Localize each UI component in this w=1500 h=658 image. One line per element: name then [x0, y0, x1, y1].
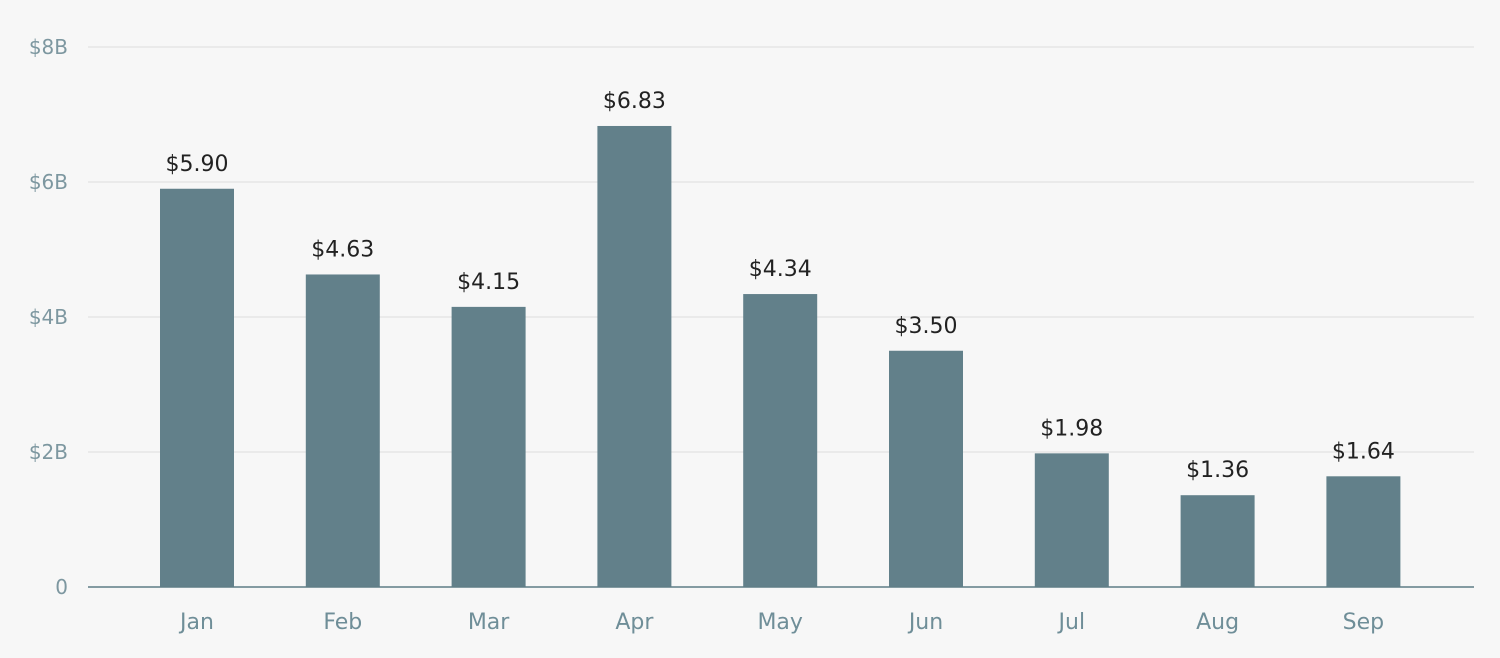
bar: [597, 125, 672, 587]
bar: [305, 274, 380, 587]
bar: [1034, 453, 1109, 587]
y-tick-label: $2B: [29, 440, 68, 464]
x-tick-label: Sep: [1343, 610, 1384, 635]
bar: [889, 350, 963, 587]
x-tick-label: Jun: [907, 610, 943, 635]
data-label: $4.34: [749, 257, 812, 282]
data-label: $3.50: [895, 314, 958, 339]
bar: [1180, 495, 1255, 587]
bar: [451, 306, 526, 587]
data-label: $4.63: [311, 237, 374, 262]
bar: [743, 294, 818, 587]
data-label: $1.64: [1332, 439, 1395, 464]
x-tick-label: Aug: [1196, 610, 1239, 635]
x-tick-label: Apr: [615, 610, 654, 635]
data-label: $4.15: [457, 270, 520, 295]
bar: [160, 188, 234, 587]
data-label: $5.90: [166, 152, 229, 177]
x-tick-label: Feb: [323, 610, 362, 635]
y-tick-label: $6B: [29, 170, 68, 194]
bars-layer: [160, 125, 1401, 587]
bar: [1326, 476, 1401, 587]
x-tick-label: Mar: [468, 610, 510, 635]
x-tick-label: May: [757, 610, 802, 635]
y-tick-label: 0: [55, 575, 68, 599]
x-tick-label: Jan: [178, 610, 214, 635]
data-label: $1.36: [1186, 458, 1249, 483]
data-label: $6.83: [603, 89, 666, 114]
y-tick-label: $8B: [29, 35, 68, 59]
x-tick-label: Jul: [1057, 610, 1086, 635]
labels-layer: 0 $2B $4B $6B $8B $5.90 Jan $4.63 Feb $4.15 Mar $6.…: [29, 35, 1395, 635]
data-label: $1.98: [1040, 416, 1103, 441]
y-tick-label: $4B: [29, 305, 68, 329]
